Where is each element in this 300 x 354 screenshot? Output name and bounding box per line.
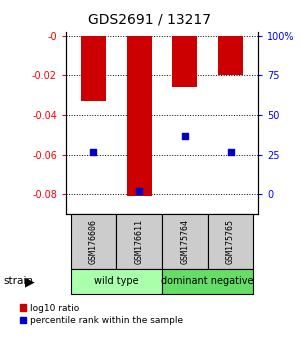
Point — [137, 188, 142, 194]
Bar — [81, 36, 106, 101]
Bar — [172, 36, 197, 87]
Point — [228, 149, 233, 155]
Text: GSM176611: GSM176611 — [135, 219, 144, 264]
FancyBboxPatch shape — [70, 269, 162, 294]
Text: GSM175764: GSM175764 — [180, 219, 189, 264]
Text: dominant negative: dominant negative — [161, 276, 254, 286]
FancyBboxPatch shape — [162, 214, 208, 269]
Point — [182, 133, 187, 138]
Legend: log10 ratio, percentile rank within the sample: log10 ratio, percentile rank within the … — [20, 304, 184, 325]
FancyBboxPatch shape — [70, 214, 116, 269]
Text: strain: strain — [3, 276, 33, 286]
Text: GDS2691 / 13217: GDS2691 / 13217 — [88, 12, 212, 27]
Bar — [127, 36, 152, 196]
Point — [91, 149, 96, 155]
FancyBboxPatch shape — [116, 214, 162, 269]
FancyBboxPatch shape — [208, 214, 254, 269]
Bar — [218, 36, 243, 75]
Text: ▶: ▶ — [25, 275, 35, 288]
FancyBboxPatch shape — [162, 269, 254, 294]
Text: GSM175765: GSM175765 — [226, 219, 235, 264]
Text: wild type: wild type — [94, 276, 139, 286]
Text: GSM176606: GSM176606 — [89, 219, 98, 264]
